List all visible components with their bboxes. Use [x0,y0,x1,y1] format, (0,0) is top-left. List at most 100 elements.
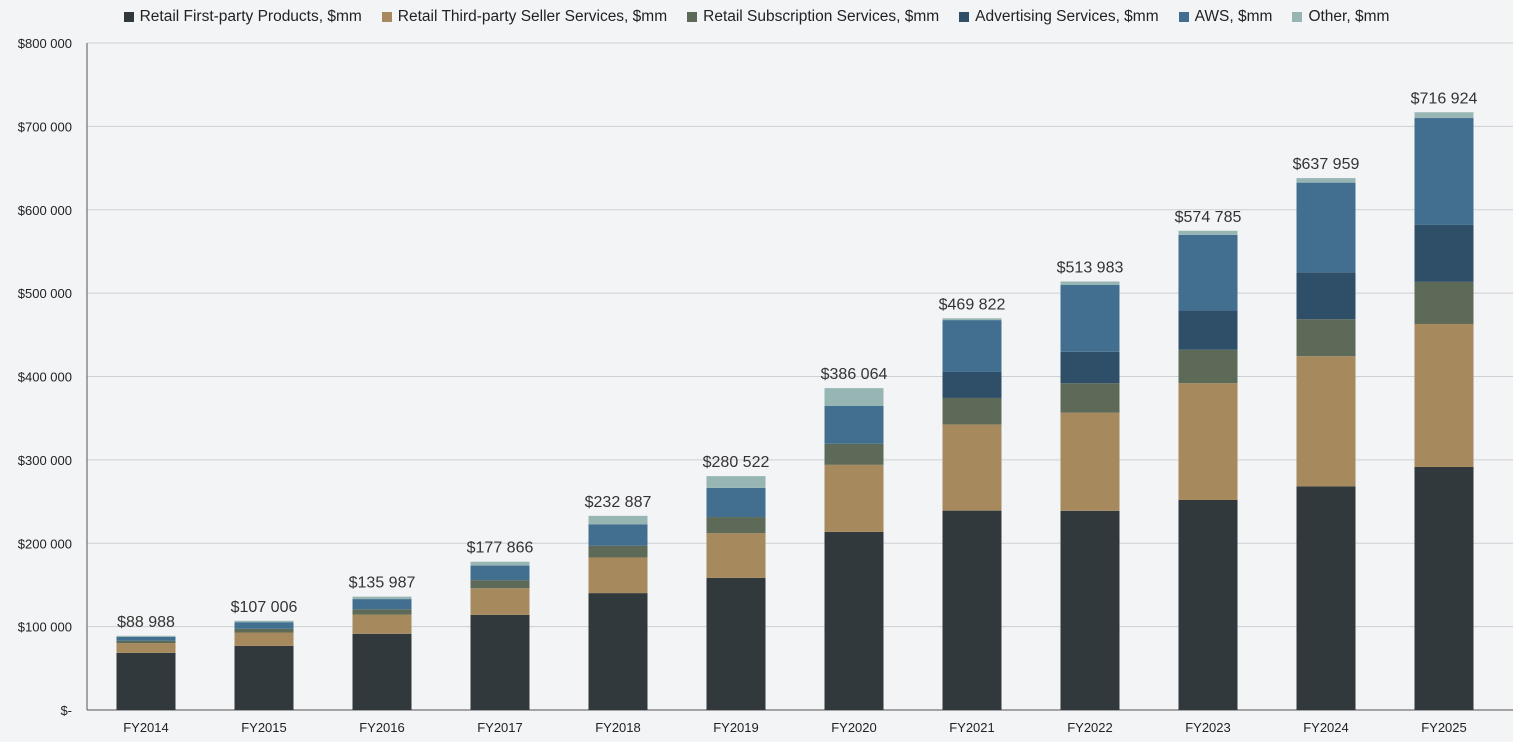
bar-segment [234,622,294,629]
bar-segment [1414,323,1474,467]
bar-segment [706,533,766,578]
legend-label: Retail Third-party Seller Services, $mm [397,8,668,25]
bar-segment [1296,356,1356,487]
x-tick-label: FY2021 [949,720,995,735]
bar-segment [234,645,294,710]
legend-label: Retail First-party Products, $mm [139,8,362,25]
bar-segment [824,464,884,532]
bar-segment [588,545,648,558]
bar-segment [706,487,766,518]
bar-group-fy2019 [706,476,766,710]
chart-legend: Retail First-party Products, $mm Retail T… [0,8,1513,26]
bar-segment [234,620,294,623]
bar-segment [470,561,530,566]
bar-group-fy2023 [1178,230,1238,710]
bar-segment [1178,234,1238,311]
legend-item: Retail First-party Products, $mm [123,8,362,26]
x-tick-label: FY2019 [713,720,759,735]
bar-segment [942,424,1002,511]
bar-segment [706,577,766,710]
bar-segment [942,510,1002,710]
bar-group-fy2017 [470,561,530,710]
bar-segment [706,517,766,534]
total-label: $513 983 [1057,259,1124,276]
total-label: $716 924 [1411,90,1478,107]
bar-segment [1178,230,1238,235]
x-tick-label: FY2015 [241,720,287,735]
legend-item: Retail Third-party Seller Services, $mm [381,8,668,26]
bar-segment [1060,281,1120,286]
total-label: $107 006 [231,599,298,616]
bar-segment [1178,499,1238,710]
bar-group-fy2015 [234,620,294,710]
bar-group-fy2014 [116,635,176,710]
legend-label: Other, $mm [1308,8,1390,25]
total-label: $386 064 [821,366,888,383]
bar-group-fy2022 [1060,281,1120,710]
total-label: $280 522 [703,454,770,471]
legend-label: Advertising Services, $mm [975,8,1159,25]
x-tick-label: FY2017 [477,720,523,735]
bar-segment [1414,281,1474,324]
bar-segment [1414,466,1474,710]
legend-label: AWS, $mm [1194,8,1273,25]
bar-segment [824,443,884,465]
bar-segment [942,371,1002,398]
bar-segment [470,580,530,589]
y-tick-label: $600 000 [18,203,72,218]
x-tick-label: FY2014 [123,720,169,735]
bar-segment [588,515,648,525]
bar-segment [470,565,530,581]
total-label: $469 822 [939,296,1006,313]
bar-segment [1296,178,1356,183]
bar-segment [824,388,884,407]
y-tick-label: $700 000 [18,119,72,134]
bar-segment [352,614,412,634]
bar-segment [706,476,766,488]
bar-group-fy2016 [352,596,412,710]
bar-group-fy2018 [588,515,648,710]
bar-segment [588,593,648,710]
bar-segment [470,614,530,710]
bar-segment [824,531,884,710]
bar-segment [116,643,176,653]
bar-segment [234,632,294,646]
total-label: $177 866 [467,540,534,557]
y-tick-label: $300 000 [18,453,72,468]
bar-segment [1178,349,1238,384]
bar-segment [1296,272,1356,320]
total-label: $232 887 [585,494,652,511]
bar-group-fy2020 [824,388,884,710]
x-tick-label: FY2022 [1067,720,1113,735]
bar-segment [588,557,648,594]
y-tick-label: $100 000 [18,620,72,635]
bar-segment [1060,383,1120,413]
x-tick-label: FY2018 [595,720,641,735]
y-tick-label: $500 000 [18,286,72,301]
bar-segment [1414,224,1474,282]
x-tick-label: FY2024 [1303,720,1349,735]
bar-segment [1178,383,1238,500]
total-label: $574 785 [1175,209,1242,226]
x-tick-label: FY2025 [1421,720,1467,735]
bar-segment [1060,412,1120,511]
bar-segment [1296,182,1356,273]
legend-swatch [1178,12,1189,22]
y-tick-label: $800 000 [18,36,72,51]
bar-segment [352,609,412,615]
bar-segment [1178,310,1238,350]
bar-segment [470,588,530,615]
bar-segment [234,628,294,633]
legend-item: AWS, $mm [1178,8,1273,26]
legend-swatch [1292,12,1303,22]
total-label: $135 987 [349,575,416,592]
bar-segment [1060,510,1120,710]
y-tick-label: $200 000 [18,536,72,551]
bar-group-fy2024 [1296,178,1356,710]
y-tick-label: $400 000 [18,370,72,385]
legend-swatch [959,12,970,22]
legend-label: Retail Subscription Services, $mm [703,8,940,25]
bar-segment [352,633,412,710]
bar-segment [942,320,1002,372]
